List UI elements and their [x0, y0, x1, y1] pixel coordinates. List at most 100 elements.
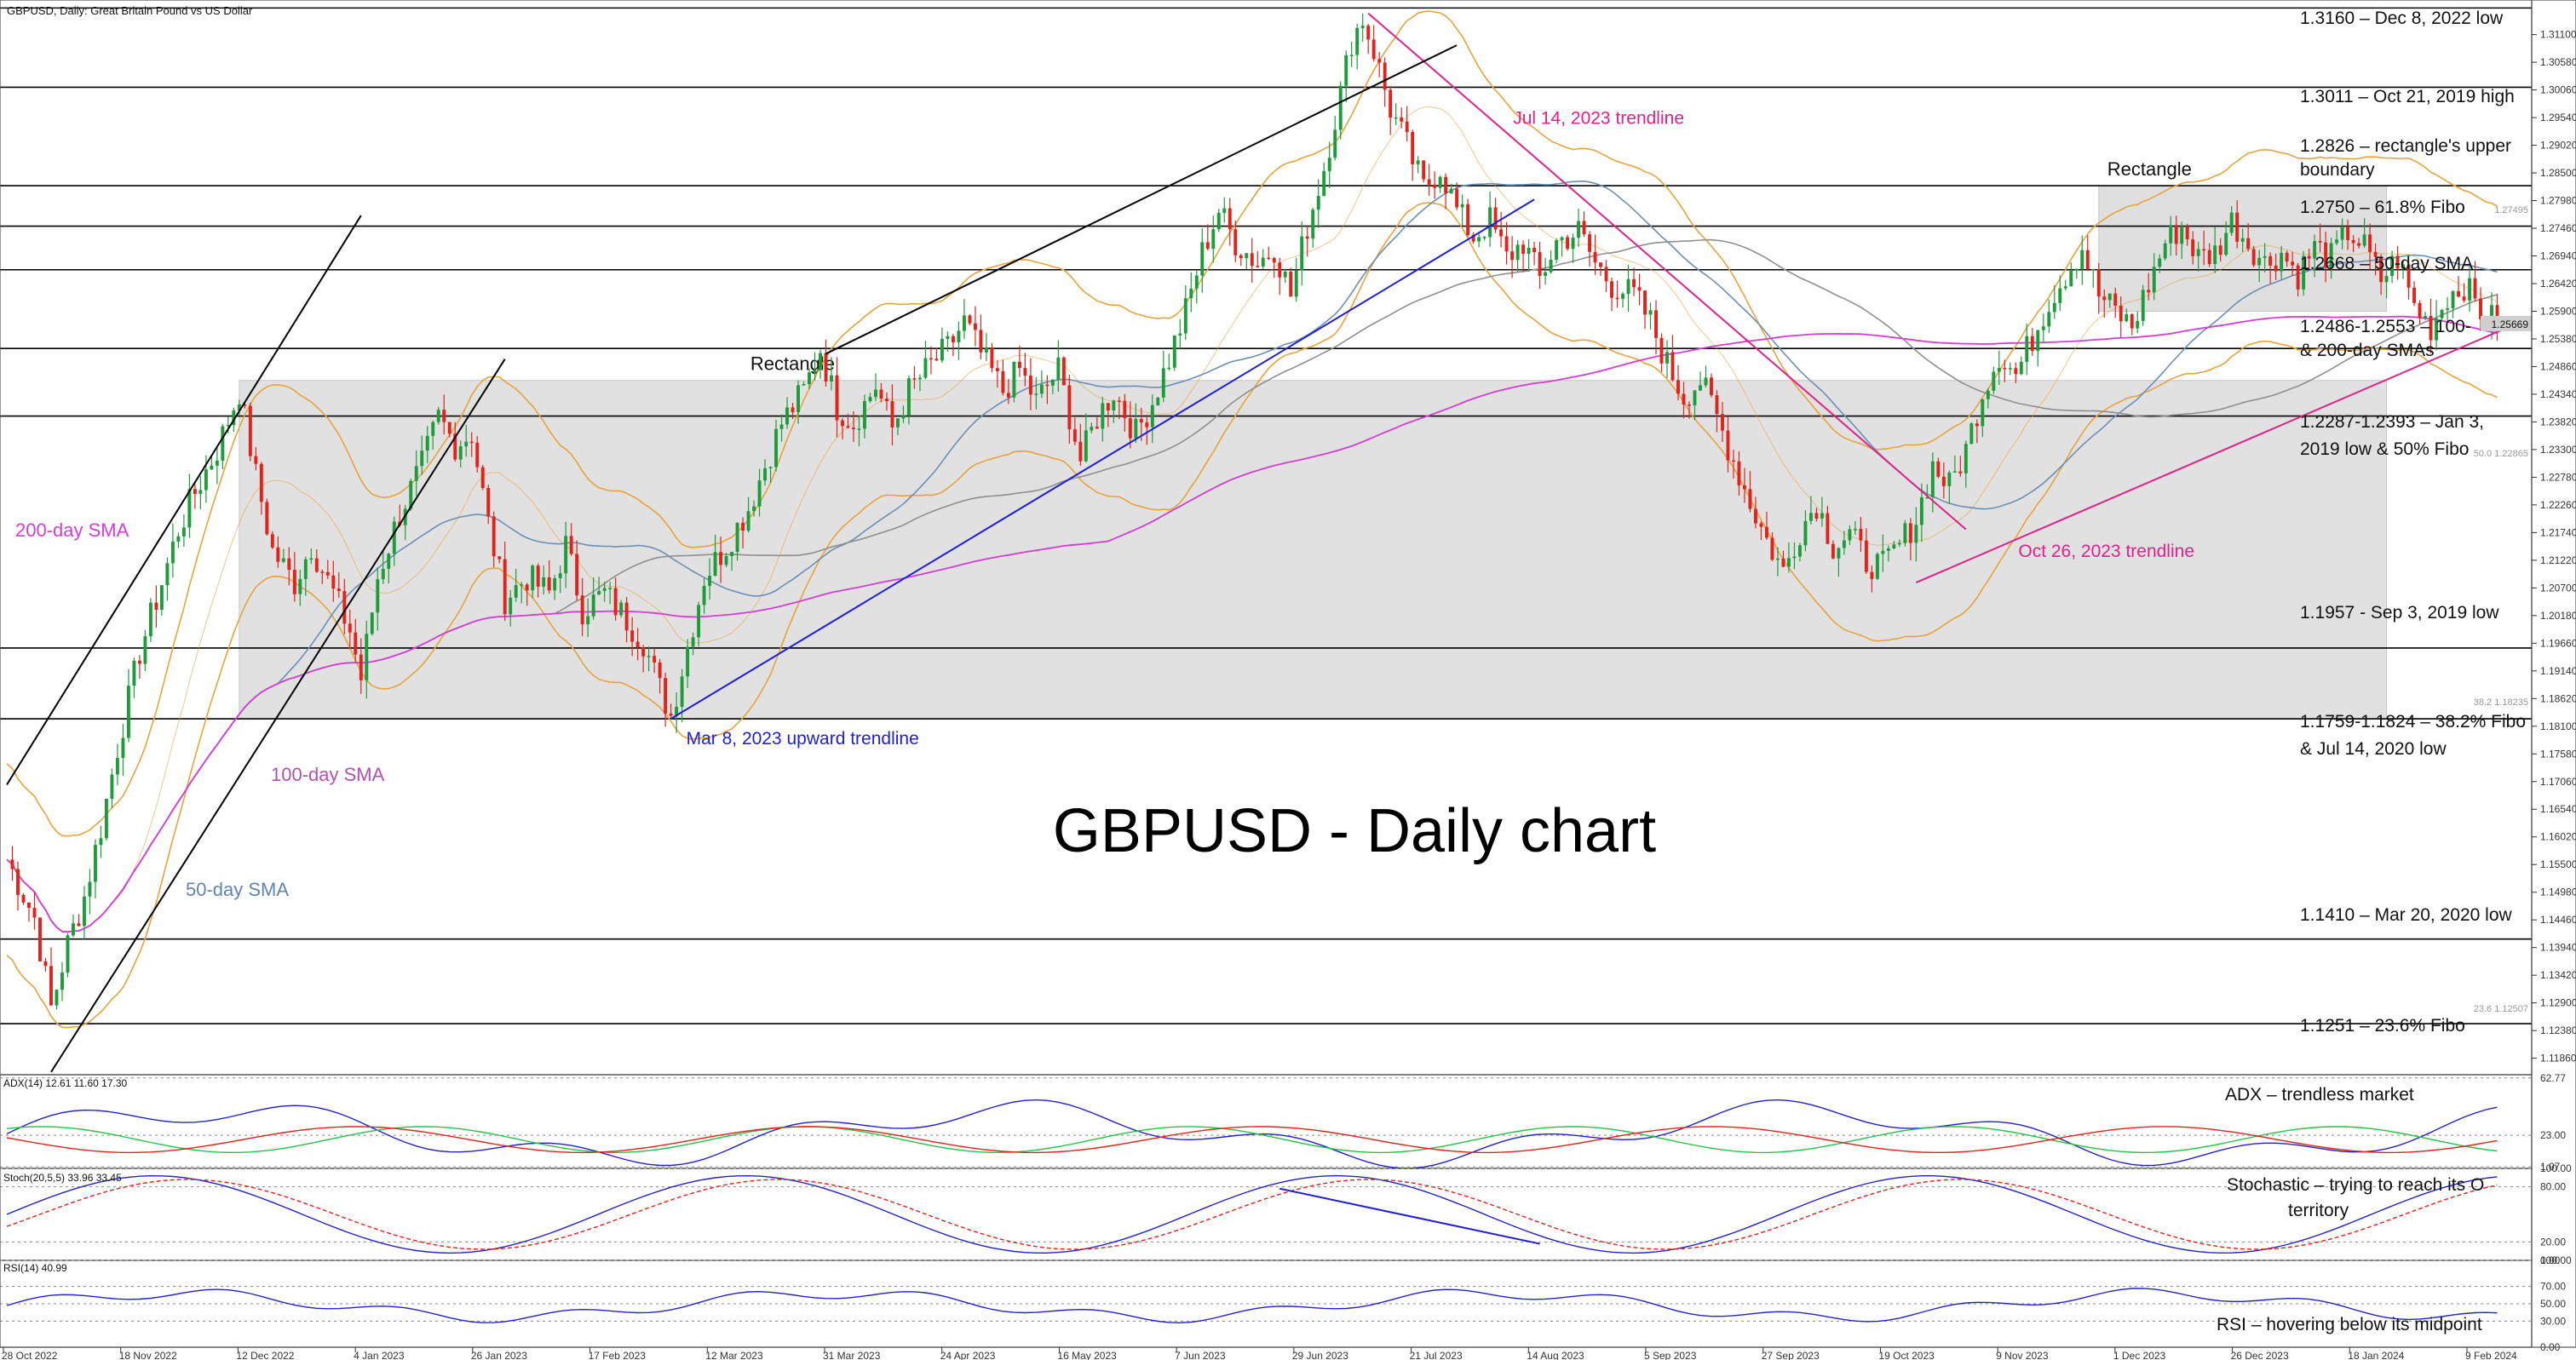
candle-body: [890, 401, 894, 428]
candle-body: [270, 534, 274, 548]
price-tick-label: 1.30580: [2540, 56, 2576, 68]
candle-body: [569, 536, 573, 554]
rsi-line: [6, 1288, 2498, 1324]
candle-body: [1482, 237, 1486, 238]
candle-body: [1427, 179, 1431, 185]
candle-body: [2025, 336, 2029, 362]
candle-body: [1659, 337, 1664, 364]
main-title: GBPUSD - Daily chart: [1053, 797, 1656, 865]
price-tick-label: 1.21740: [2540, 526, 2576, 538]
candle-body: [702, 585, 706, 605]
candle-body: [863, 401, 866, 429]
candle-body: [542, 577, 546, 587]
candle-body: [1665, 352, 1669, 364]
candle-body: [159, 585, 164, 611]
candle-body: [1981, 399, 1985, 427]
candle-body: [1194, 275, 1199, 289]
candle-body: [973, 323, 977, 330]
fibo-price-label: 50.0 1.22865: [2474, 449, 2528, 459]
candle-body: [1211, 229, 1216, 250]
candle-body: [1732, 460, 1735, 462]
candle-body: [469, 441, 474, 444]
candle-body: [2340, 227, 2344, 240]
candle-body: [221, 426, 225, 461]
candle-body: [957, 330, 961, 342]
candle-body: [602, 588, 607, 591]
price-tick-label: 1.16540: [2540, 803, 2576, 815]
candle-body: [2451, 290, 2455, 309]
candle-body: [181, 527, 186, 537]
price-tick-label: 1.12900: [2540, 997, 2576, 1009]
stoch-note: Stochastic – trying to reach its O: [2227, 1175, 2484, 1195]
candle-body: [2473, 278, 2477, 299]
price-tick-label: 1.20700: [2540, 582, 2576, 594]
candle-body: [2324, 242, 2328, 268]
candle-body: [2130, 313, 2134, 329]
date-tick-label: 14 Aug 2023: [1527, 1350, 1584, 1360]
candle-body: [686, 646, 690, 677]
candle-body: [1278, 262, 1282, 278]
candle-body: [2251, 249, 2256, 266]
candle-body: [210, 465, 214, 470]
price-tick-label: 1.23300: [2540, 444, 2576, 456]
candle-body: [1344, 55, 1348, 86]
candle-body: [1859, 529, 1863, 541]
candle-body: [154, 602, 158, 611]
candle-body: [1205, 242, 1210, 250]
candle-body: [1792, 556, 1797, 559]
candle-body: [901, 416, 906, 419]
candle-body: [248, 405, 252, 456]
date-tick-label: 12 Dec 2022: [236, 1350, 294, 1360]
candle-body: [1599, 262, 1603, 267]
candle-body: [1654, 310, 1658, 338]
candle-body: [2152, 267, 2156, 293]
current-price-label: 1.25669: [2492, 318, 2529, 330]
candle-body: [2274, 265, 2278, 272]
candle-body: [1958, 471, 1963, 473]
candle-body: [492, 516, 496, 557]
candle-body: [990, 347, 994, 369]
candle-body: [1527, 248, 1531, 255]
trendline-label: Jul 14, 2023 trendline: [1513, 109, 1684, 129]
price-tick-label: 1.11860: [2540, 1053, 2576, 1064]
candle-body: [1134, 418, 1138, 439]
candle-body: [1028, 375, 1032, 395]
candle-body: [497, 556, 502, 559]
price-tick-label: 1.27980: [2540, 195, 2576, 207]
candle-body: [2047, 312, 2051, 327]
candle-body: [1848, 529, 1852, 541]
candle-body: [2446, 308, 2450, 310]
candle-body: [1411, 132, 1415, 164]
candle-body: [198, 490, 203, 494]
candle-body: [2069, 270, 2073, 287]
candle-body: [1261, 257, 1265, 267]
adx-header: ADX(14) 12.61 11.60 17.30: [3, 1077, 128, 1089]
candle-body: [514, 585, 518, 598]
candle-body: [43, 961, 48, 967]
candle-body: [1039, 384, 1044, 394]
candle-body: [2357, 243, 2361, 246]
level-annotation: 1.1759-1.1824 – 38.2% Fibo: [2300, 712, 2526, 732]
candle-body: [586, 616, 590, 625]
candle-body: [2368, 234, 2372, 252]
candle-body: [1947, 472, 1952, 486]
candle-body: [1969, 423, 1974, 445]
candle-body: [1245, 253, 1249, 259]
candle-body: [104, 798, 108, 839]
candle-body: [2218, 245, 2222, 255]
candle-body: [1864, 540, 1868, 572]
candle-body: [2240, 238, 2245, 242]
candle-body: [1699, 385, 1702, 391]
candle-body: [2235, 212, 2240, 242]
level-annotation: 1.2486-1.2553 – 100-: [2300, 317, 2471, 336]
date-tick-label: 9 Feb 2024: [2465, 1350, 2517, 1360]
candle-body: [1930, 461, 1935, 497]
candle-body: [420, 450, 424, 467]
candle-body: [204, 469, 208, 491]
date-tick-label: 28 Oct 2022: [2, 1350, 58, 1360]
date-tick-label: 7 Jun 2023: [1175, 1350, 1226, 1360]
candle-body: [1837, 548, 1841, 559]
candle-body: [1084, 430, 1088, 462]
candle-body: [2125, 313, 2129, 322]
candle-body: [2351, 239, 2355, 244]
